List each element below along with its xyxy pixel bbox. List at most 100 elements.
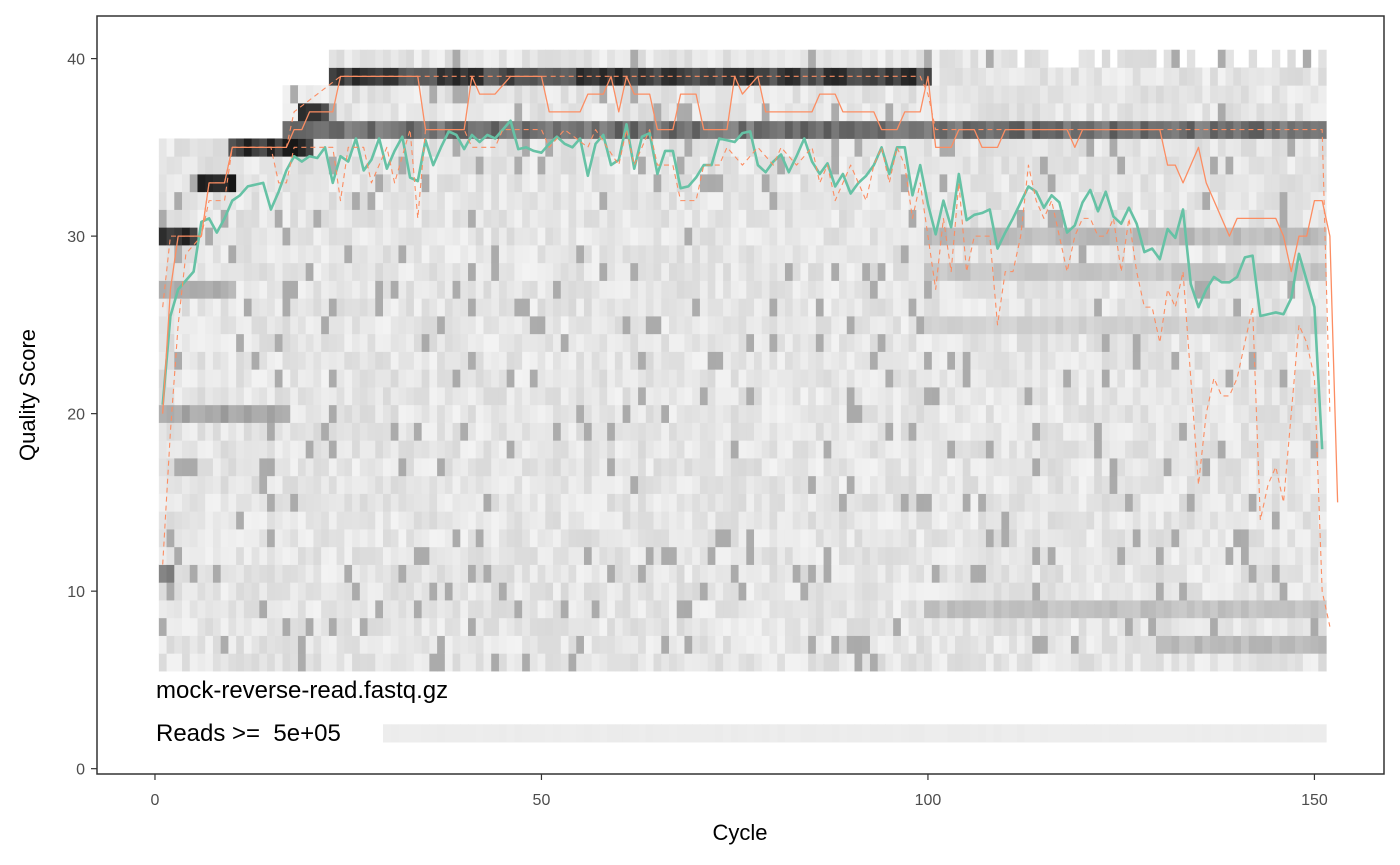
heatmap-cell [993,529,1002,548]
heatmap-cell [568,422,577,441]
heatmap-cell [831,387,840,406]
heatmap-cell [1194,191,1203,210]
heatmap-cell [359,156,369,175]
heatmap-cell [568,724,577,743]
heatmap-cell [591,49,601,68]
heatmap-cell [158,209,168,228]
heatmap-cell [398,617,407,636]
heatmap-cell [1094,156,1103,175]
heatmap-cell [1256,564,1265,583]
heatmap-cell [197,582,206,601]
heatmap-cell [1179,262,1188,281]
heatmap-cell [336,635,345,654]
heatmap-cell [777,85,786,104]
heatmap-cell [460,262,469,281]
heatmap-cell [900,262,910,281]
heatmap-cell [406,529,415,548]
heatmap-cell [1094,511,1103,530]
heatmap-cell [1210,458,1219,477]
heatmap-cell [955,67,964,86]
heatmap-cell [359,404,369,423]
heatmap-cell [784,245,794,264]
heatmap-cell [468,49,477,68]
heatmap-cell [274,333,284,352]
heatmap-cell [1125,191,1134,210]
heatmap-cell [158,191,168,210]
heatmap-cell [699,333,709,352]
heatmap-cell [305,529,315,548]
heatmap-cell [792,724,802,743]
heatmap-cell [784,85,794,104]
heatmap-cell [777,653,786,672]
heatmap-cell [823,280,832,299]
heatmap-cell [460,511,469,530]
heatmap-cell [352,475,361,494]
heatmap-cell [1155,653,1165,672]
heatmap-cell [545,440,554,459]
heatmap-cell [1086,333,1095,352]
heatmap-cell [1040,173,1049,193]
heatmap-cell [228,635,237,654]
heatmap-cell [383,529,392,548]
heatmap-cell [1186,546,1196,565]
heatmap-cell [220,475,230,494]
heatmap-cell [839,458,848,477]
heatmap-cell [985,475,995,494]
heatmap-cell [723,191,732,210]
heatmap-cell [297,209,307,228]
heatmap-cell [738,617,747,636]
heatmap-cell [916,511,925,530]
heatmap-cell [522,582,531,601]
heatmap-cell [452,156,461,175]
heatmap-cell [491,369,500,388]
heatmap-cell [1109,475,1118,494]
heatmap-cell [761,262,771,281]
heatmap-cell [730,138,740,157]
heatmap-cell [1094,85,1103,104]
heatmap-cell [947,227,956,246]
heatmap-cell [815,617,825,636]
heatmap-cell [1217,227,1227,246]
heatmap-cell [769,529,778,548]
heatmap-cell [274,617,284,636]
heatmap-cell [189,546,199,565]
heatmap-cell [220,227,230,246]
heatmap-cell [1163,351,1173,370]
heatmap-cell [452,617,461,636]
heatmap-cell [947,564,956,583]
heatmap-cell [1055,493,1064,512]
heatmap-cell [738,404,747,423]
heatmap-cell [166,458,175,477]
heatmap-cell [1171,404,1180,423]
heatmap-cell [599,600,608,619]
heatmap-cell [1086,369,1095,388]
heatmap-cell [483,245,492,264]
heatmap-cell [576,227,585,246]
heatmap-cell [1117,387,1126,406]
heatmap-cell [553,493,562,512]
heatmap-cell [236,262,245,281]
heatmap-cell [1078,653,1088,672]
heatmap-cell [305,173,315,193]
heatmap-cell [622,245,631,264]
heatmap-cell [746,422,755,441]
heatmap-cell [939,422,948,441]
heatmap-cell [568,262,577,281]
heatmap-cell [985,458,995,477]
heatmap-cell [228,600,237,619]
heatmap-cell [839,600,848,619]
heatmap-cell [800,387,809,406]
heatmap-cell [1241,85,1250,104]
heatmap-cell [1248,173,1258,193]
heatmap-cell [591,529,601,548]
heatmap-cell [406,245,415,264]
heatmap-cell [1202,635,1211,654]
heatmap-cell [228,227,237,246]
heatmap-cell [955,475,964,494]
heatmap-cell [1086,85,1095,104]
heatmap-cell [939,102,948,122]
heatmap-cell [792,227,802,246]
heatmap-cell [661,493,670,512]
heatmap-cell [290,440,299,459]
heatmap-cell [421,511,430,530]
